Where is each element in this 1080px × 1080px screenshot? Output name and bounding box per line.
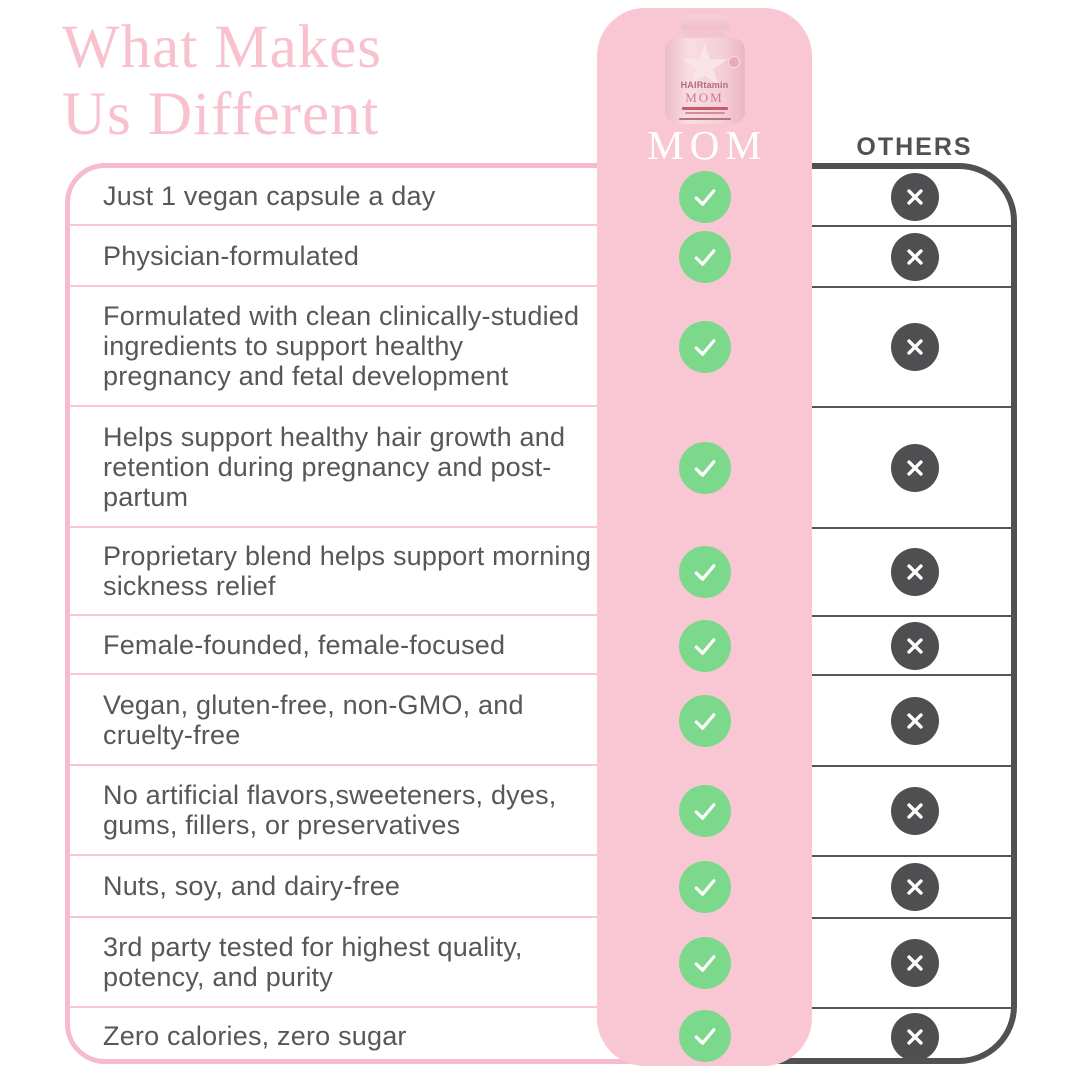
mom-check-cell [597, 918, 812, 1008]
x-icon [890, 621, 939, 670]
checkmark-icon [678, 230, 731, 283]
checkmark-icon [678, 441, 731, 494]
checkmark-icon [678, 321, 731, 373]
checkmark-icon [678, 785, 731, 837]
page-title: What Makes Us Different [62, 14, 382, 148]
feature-text: Helps support healthy hair growth and re… [103, 421, 566, 512]
feature-row: Just 1 vegan capsule a day [70, 168, 705, 226]
bottle-label-bar [678, 118, 731, 120]
others-x-cell [776, 408, 1011, 529]
others-x-cell [776, 529, 1011, 617]
feature-row: Vegan, gluten-free, non-GMO, and cruelty… [70, 675, 705, 766]
others-x-cell [776, 767, 1011, 857]
bottle-label-bar [681, 107, 728, 110]
mom-check-cell [597, 1008, 812, 1064]
x-icon [890, 787, 939, 835]
x-icon [890, 323, 939, 371]
x-icon [890, 443, 939, 492]
feature-row: No artificial flavors,sweeteners, dyes, … [70, 766, 705, 856]
mom-check-cell [597, 287, 812, 407]
feature-row: Formulated with clean clinically-studied… [70, 287, 705, 407]
others-x-cell [776, 227, 1011, 288]
feature-row: Proprietary blend helps support morning … [70, 528, 705, 616]
product-bottle: HAIRtamin MOM [664, 15, 745, 124]
feature-text: Zero calories, zero sugar [103, 1021, 407, 1051]
others-x-cell [776, 288, 1011, 408]
mom-check-rows [597, 168, 812, 1064]
mom-check-cell [597, 226, 812, 287]
bottle-label-bar [684, 112, 725, 114]
bottle-body: HAIRtamin MOM [664, 38, 745, 124]
checkmark-icon [678, 546, 731, 598]
feature-row: Physician-formulated [70, 226, 705, 287]
checkmark-icon [678, 937, 731, 989]
others-x-cell [776, 919, 1011, 1009]
checkmark-icon [678, 171, 731, 223]
others-x-cell [776, 617, 1011, 676]
mom-check-cell [597, 616, 812, 675]
others-x-cell [776, 169, 1011, 227]
x-icon [890, 696, 939, 745]
x-icon [890, 939, 939, 987]
feature-text: No artificial flavors,sweeteners, dyes, … [103, 780, 557, 840]
features-rows: Just 1 vegan capsule a day Physician-for… [70, 168, 705, 1059]
bottle-cap [680, 15, 729, 30]
feature-row: Nuts, soy, and dairy-free [70, 856, 705, 918]
x-icon [890, 232, 939, 281]
feature-text: Vegan, gluten-free, non-GMO, and cruelty… [103, 689, 524, 750]
others-x-cell [776, 857, 1011, 919]
x-icon [890, 548, 939, 596]
feature-text: 3rd party tested for highest quality, po… [103, 932, 523, 992]
mom-column-label: MOM [647, 122, 768, 168]
x-icon [890, 1013, 939, 1058]
feature-row: Female-founded, female-focused [70, 616, 705, 675]
mom-check-cell [597, 766, 812, 856]
bottle-product-name: MOM [685, 90, 724, 105]
feature-text: Physician-formulated [103, 240, 360, 271]
x-icon [890, 863, 939, 911]
bottle-brand-text: HAIRtamin [680, 80, 729, 90]
mom-column: HAIRtamin MOM MOM [597, 8, 812, 1066]
feature-text: Formulated with clean clinically-studied… [103, 301, 580, 391]
feature-text: Proprietary blend helps support morning … [103, 541, 592, 601]
feature-row: 3rd party tested for highest quality, po… [70, 918, 705, 1008]
feature-row: Helps support healthy hair growth and re… [70, 407, 705, 528]
feature-text: Female-founded, female-focused [103, 629, 506, 660]
mom-check-cell [597, 856, 812, 918]
x-icon [890, 173, 939, 221]
mom-check-cell [597, 528, 812, 616]
others-column-header: OTHERS [856, 133, 973, 161]
mom-check-cell [597, 168, 812, 226]
mom-check-cell [597, 675, 812, 766]
checkmark-icon [678, 861, 731, 913]
others-x-cell [776, 676, 1011, 767]
bottle-cap-lip [684, 31, 725, 37]
checkmark-icon [678, 619, 731, 672]
feature-row: Zero calories, zero sugar [70, 1008, 705, 1059]
checkmark-icon [678, 1010, 731, 1062]
page-title-line2: Us Different [62, 81, 380, 148]
checkmark-icon [678, 694, 731, 747]
mom-column-header: HAIRtamin MOM MOM [597, 8, 812, 168]
page-title-line1: What Makes [62, 14, 382, 81]
mom-check-cell [597, 407, 812, 528]
others-x-cell [776, 1009, 1011, 1058]
feature-text: Just 1 vegan capsule a day [103, 181, 436, 211]
seal-icon [727, 56, 740, 68]
others-rows [776, 169, 1011, 1058]
feature-text: Nuts, soy, and dairy-free [103, 871, 401, 901]
